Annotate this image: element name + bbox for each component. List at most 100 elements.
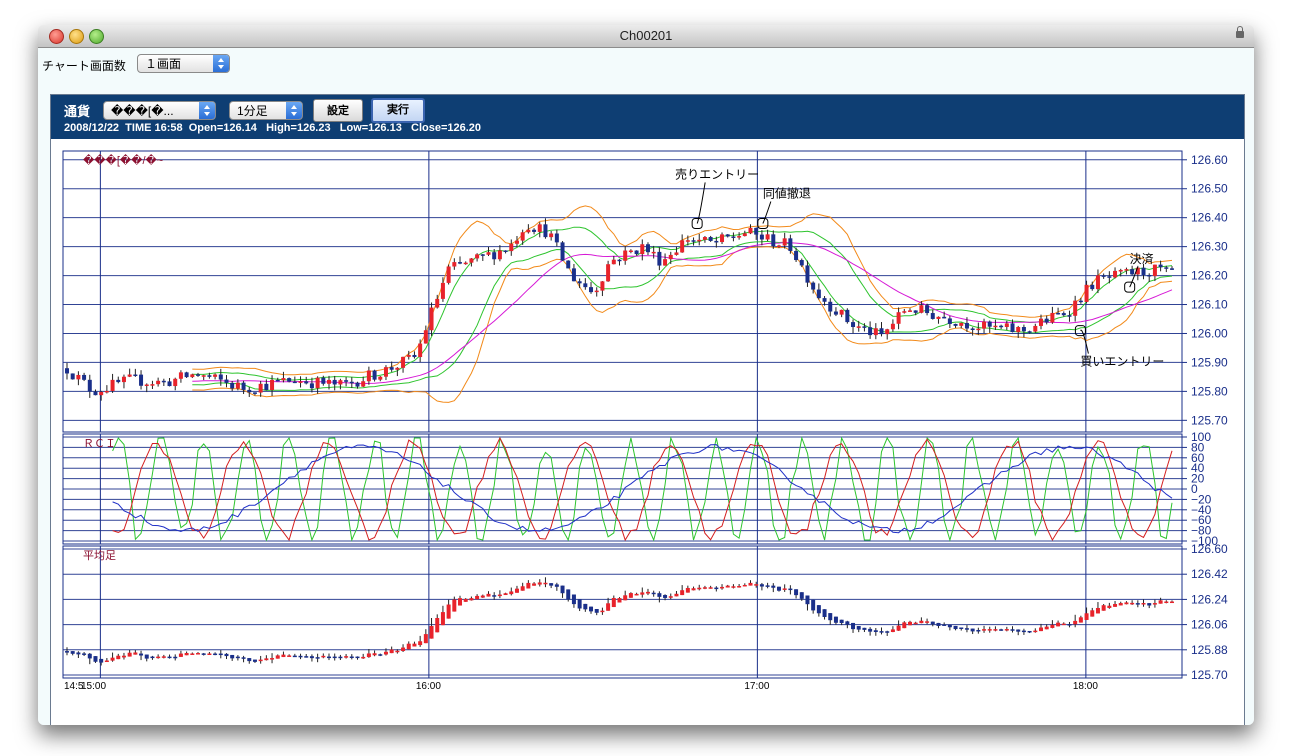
ha-candle-body	[1044, 626, 1049, 630]
annotation-marker	[757, 217, 769, 229]
candle-body	[315, 377, 320, 389]
y-tick-label: 126.60	[1191, 153, 1228, 167]
screen-count-select[interactable]: １画面	[137, 54, 230, 73]
ha-candle-body	[366, 653, 371, 658]
ha-candle-body	[1027, 630, 1032, 633]
heikin-ashi-chart: 126.60 126.42 126.24 126.06 125.88 125.70 平均足	[62, 542, 1228, 682]
candle-body	[230, 382, 235, 389]
ha-candle-body	[936, 622, 941, 626]
ha-candle-body	[657, 593, 662, 597]
time-axis: 14:515:00 16:00 17:00 18:00	[64, 681, 1098, 692]
candle-body	[332, 379, 337, 385]
title-bar[interactable]: Ch00201	[38, 25, 1254, 48]
candle-body	[976, 328, 981, 331]
ha-candle-body	[1010, 629, 1015, 631]
candle-body	[144, 384, 149, 386]
ha-candle-body	[1016, 629, 1021, 632]
candle-body	[435, 298, 440, 308]
candle-body	[799, 260, 804, 266]
ha-candle-body	[1130, 602, 1135, 605]
chart-canvas[interactable]: 126.60 126.50 126.40 126.30 126.20 126.10 126.…	[51, 139, 1244, 725]
candle-body	[298, 381, 303, 383]
candle-body	[851, 322, 856, 327]
candle-body	[161, 380, 166, 383]
close-window-button[interactable]	[49, 29, 64, 44]
candle-body	[617, 259, 622, 262]
y-tick-label: 126.24	[1191, 592, 1228, 606]
currency-select[interactable]: ���[�...	[103, 101, 216, 120]
candle-body	[1004, 323, 1009, 327]
annotation-marker	[1074, 325, 1086, 337]
candle-body	[497, 250, 502, 260]
ha-candle-body	[805, 595, 810, 605]
settings-button[interactable]: 設定	[313, 99, 363, 122]
ohlc-info: 2008/12/22 TIME 16:58 Open=126.14 High=1…	[64, 122, 482, 134]
candle-body	[275, 379, 280, 382]
candle-body	[566, 260, 571, 269]
candle-body	[811, 282, 816, 290]
candle-body	[1130, 269, 1135, 275]
ha-candle-body	[668, 596, 673, 598]
ha-candle-body	[993, 629, 998, 631]
ha-candle-body	[161, 656, 166, 658]
candle-body	[270, 379, 275, 391]
time-tick-label: 14:5	[64, 681, 84, 692]
ha-candle-body	[110, 657, 115, 661]
candle-body	[1067, 315, 1072, 317]
candle-body	[1141, 267, 1146, 275]
y-tick-label: 125.70	[1191, 668, 1228, 682]
ha-candle-body	[150, 656, 155, 659]
ha-candle-body	[389, 649, 394, 654]
candle-body	[1027, 331, 1032, 333]
candle-body	[839, 309, 844, 315]
candle-body	[720, 234, 725, 243]
ha-candle-body	[1038, 627, 1043, 632]
candle-body	[1090, 284, 1095, 290]
ha-candle-body	[907, 621, 912, 626]
run-button[interactable]: 実行	[371, 98, 425, 123]
candle-body	[1147, 274, 1152, 277]
chart-panel: 通貨 ���[�... 1分足 設定 実行 2008/12/22 TIME 16…	[50, 94, 1245, 725]
ha-candle-body	[298, 655, 303, 658]
ha-candle-body	[885, 631, 890, 633]
ha-candle-body	[970, 628, 975, 632]
ha-candle-body	[452, 599, 457, 612]
candle-body	[213, 374, 218, 377]
ha-candle-body	[645, 591, 650, 594]
ha-candle-body	[127, 652, 132, 657]
time-tick-label: 17:00	[744, 681, 769, 692]
candle-body	[748, 227, 753, 234]
zoom-window-button[interactable]	[89, 29, 104, 44]
ha-candle-body	[1004, 629, 1009, 631]
ha-candle-body	[230, 654, 235, 659]
candle-body	[418, 343, 423, 358]
period-select[interactable]: 1分足	[229, 101, 303, 120]
candle-body	[583, 283, 588, 288]
candle-body	[173, 378, 178, 387]
select-arrows-icon	[213, 55, 229, 72]
candle-body	[127, 374, 132, 377]
candle-body	[287, 378, 292, 382]
candle-body	[1152, 264, 1157, 277]
candle-body	[70, 373, 75, 380]
annotation-arrow	[696, 182, 706, 224]
candle-body	[680, 240, 685, 253]
candle-body	[503, 250, 508, 252]
ha-candle-body	[1078, 617, 1083, 623]
candle-body	[1016, 327, 1021, 333]
ha-candle-body	[982, 629, 987, 631]
candle-body	[919, 305, 924, 313]
candle-body	[304, 381, 309, 384]
candle-body	[526, 229, 531, 233]
candle-body	[514, 240, 519, 244]
ha-candle-body	[782, 588, 787, 590]
minimize-window-button[interactable]	[69, 29, 84, 44]
ha-candle-body	[725, 585, 730, 588]
ha-candle-body	[475, 595, 480, 600]
ha-candle-body	[577, 599, 582, 609]
ha-candle-body	[896, 625, 901, 631]
control-bar: 通貨 ���[�... 1分足 設定 実行 2008/12/22 TIME 16…	[51, 95, 1244, 139]
candle-body	[930, 313, 935, 319]
ha-candle-body	[549, 583, 554, 586]
candle-body	[440, 282, 445, 299]
